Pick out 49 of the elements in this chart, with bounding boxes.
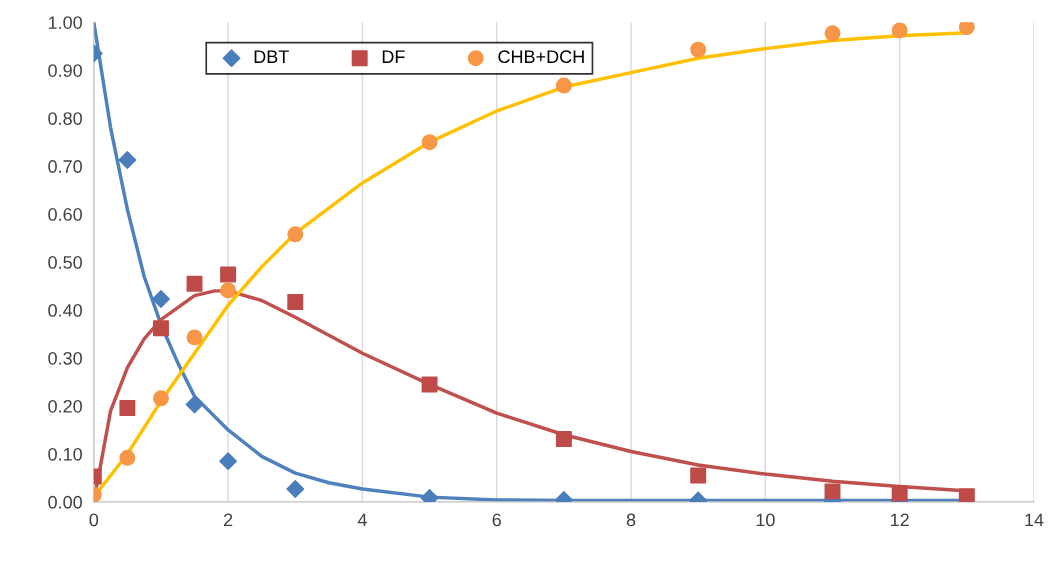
- point: [824, 25, 841, 42]
- point: [219, 452, 238, 471]
- y-tick-label: 0.70: [48, 160, 82, 173]
- x-tick-label: 8: [626, 513, 636, 527]
- point: [555, 431, 572, 448]
- point: [119, 399, 136, 416]
- x-tick-label: 10: [756, 513, 775, 527]
- y-tick-label: 0.80: [48, 112, 82, 125]
- point: [287, 293, 304, 310]
- point: [891, 22, 908, 39]
- point: [824, 483, 841, 500]
- legend-label: DF: [382, 50, 405, 63]
- y-tick-label: 0.10: [48, 447, 82, 461]
- point: [185, 395, 204, 414]
- point: [287, 226, 304, 243]
- point: [421, 376, 438, 393]
- point: [555, 77, 572, 94]
- point: [152, 320, 169, 337]
- point: [958, 488, 975, 502]
- point: [220, 282, 237, 299]
- x-tick-label: 14: [1025, 513, 1044, 527]
- point: [690, 41, 707, 58]
- point: [118, 151, 137, 169]
- point: [958, 22, 975, 36]
- x-tick-label: 2: [224, 513, 233, 527]
- legend-label: CHB+DCH: [498, 50, 584, 64]
- y-tick-label: 0.30: [48, 351, 82, 365]
- point: [119, 449, 136, 466]
- point: [152, 290, 170, 308]
- point: [186, 275, 203, 292]
- y-tick-label: 0.90: [48, 64, 82, 77]
- point: [220, 266, 237, 283]
- point: [152, 390, 169, 407]
- point: [690, 467, 707, 484]
- point: [891, 485, 908, 502]
- x-tick-label: 0: [89, 513, 99, 527]
- x-tick-label: 12: [891, 513, 909, 527]
- y-tick-label: 0.50: [48, 256, 82, 269]
- x-tick-label: 6: [492, 513, 501, 527]
- y-tick-label: 1.00: [48, 16, 82, 29]
- x-tick-label: 4: [357, 513, 367, 527]
- point: [286, 480, 305, 498]
- legend-label: DBT: [254, 50, 289, 63]
- point: [186, 329, 203, 346]
- y-tick-label: 0.00: [48, 495, 82, 509]
- y-tick-label: 0.20: [48, 399, 82, 413]
- y-tick-label: 0.60: [48, 208, 82, 221]
- y-tick-label: 0.40: [48, 303, 82, 317]
- point: [421, 134, 438, 151]
